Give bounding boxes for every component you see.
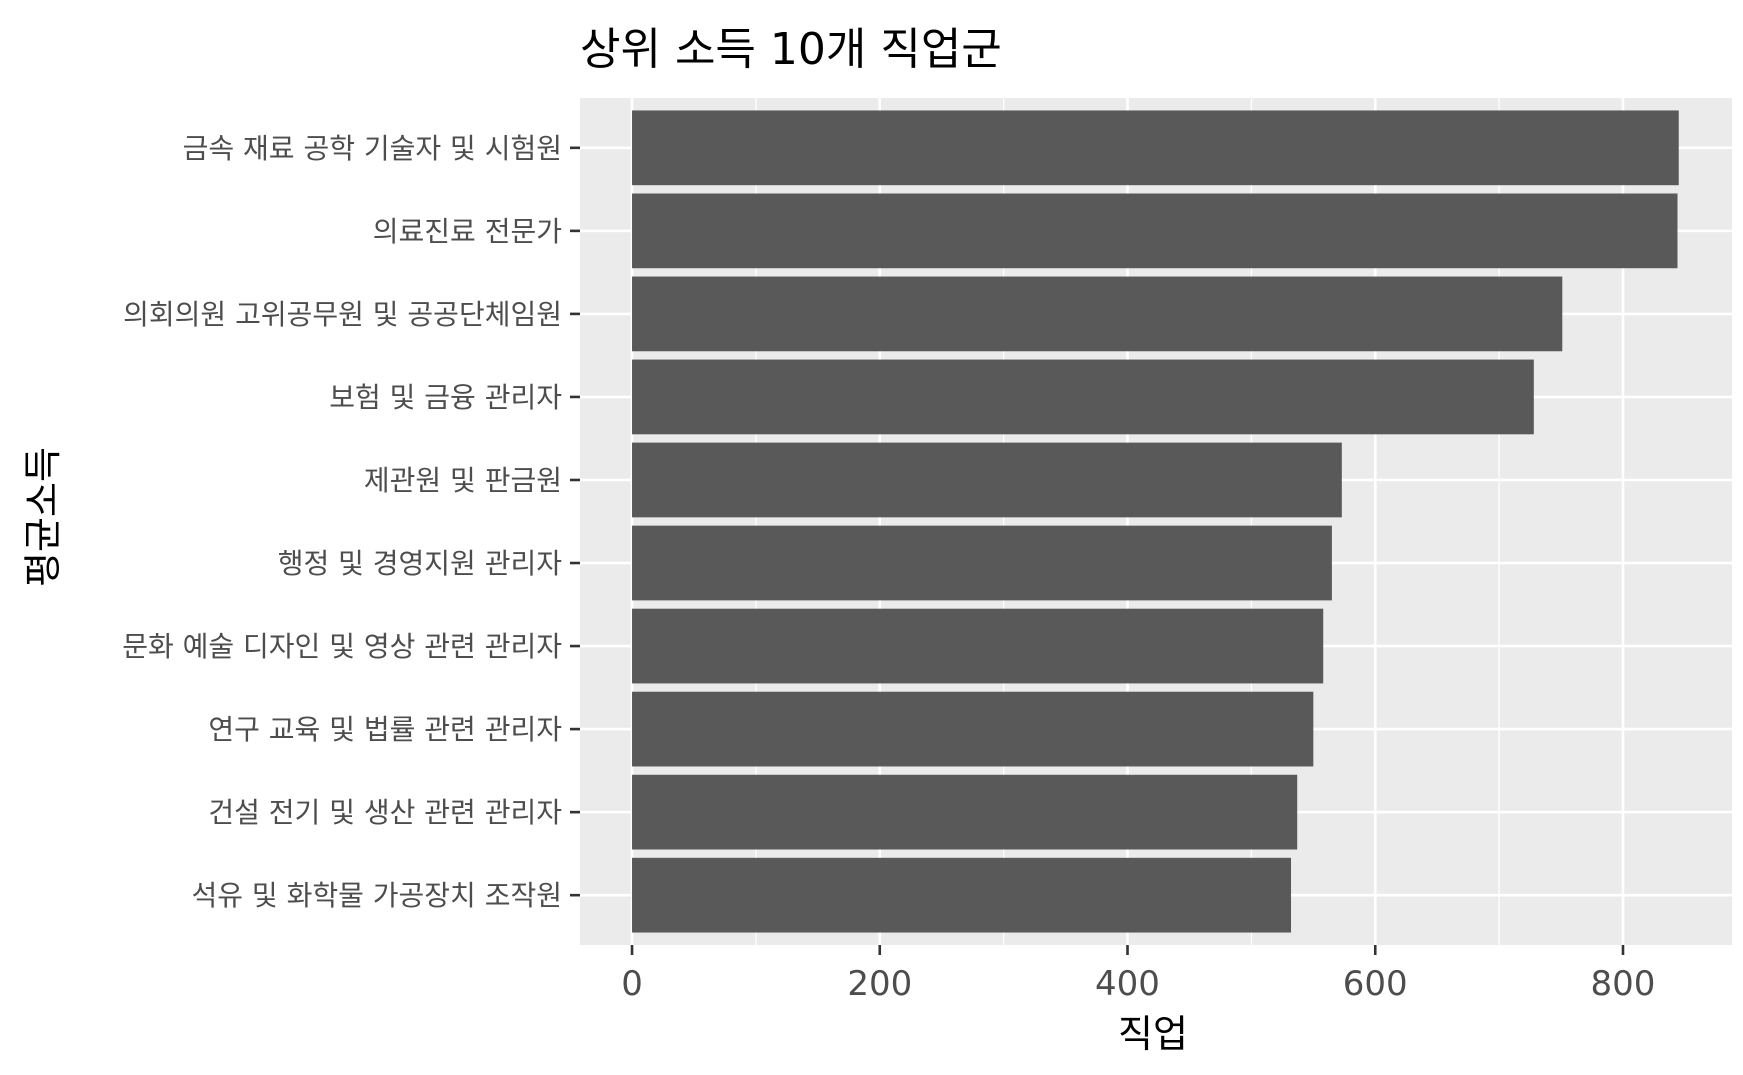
category-label: 금속 재료 공학 기술자 및 시험원 [183, 132, 562, 165]
x-tick-label: 200 [847, 964, 912, 1004]
x-tick-label: 400 [1095, 964, 1160, 1004]
bar [632, 110, 1679, 186]
bar [632, 608, 1324, 684]
bars [632, 110, 1679, 933]
category-label: 보험 및 금융 관리자 [329, 381, 562, 414]
category-label: 문화 예술 디자인 및 영상 관련 관리자 [122, 630, 562, 663]
x-tick-label: 800 [1591, 964, 1656, 1004]
bar [632, 359, 1534, 435]
category-label: 석유 및 화학물 가공장치 조작원 [192, 879, 562, 912]
category-label: 행정 및 경영지원 관리자 [278, 547, 562, 580]
category-label: 제관원 및 판금원 [364, 464, 562, 497]
category-label: 의회의원 고위공무원 및 공공단체임원 [123, 298, 562, 331]
x-axis-title: 직업 [1118, 1012, 1188, 1056]
bar [632, 857, 1292, 933]
category-label: 의료진료 전문가 [373, 215, 562, 248]
x-tick-label: 0 [621, 964, 643, 1004]
category-label: 연구 교육 및 법률 관련 관리자 [208, 713, 562, 746]
bar [632, 774, 1298, 850]
x-axis: 0 200 400 600 800 [621, 945, 1655, 1004]
bar [632, 442, 1342, 518]
bar [632, 691, 1314, 767]
chart-title: 상위 소득 10개 직업군 [580, 24, 1002, 75]
bar [632, 193, 1678, 269]
bar [632, 276, 1563, 352]
x-tick-label: 600 [1343, 964, 1408, 1004]
bar [632, 525, 1332, 601]
category-label: 건설 전기 및 생산 관련 관리자 [208, 796, 562, 829]
y-axis-title: 평균소득 [21, 447, 65, 587]
